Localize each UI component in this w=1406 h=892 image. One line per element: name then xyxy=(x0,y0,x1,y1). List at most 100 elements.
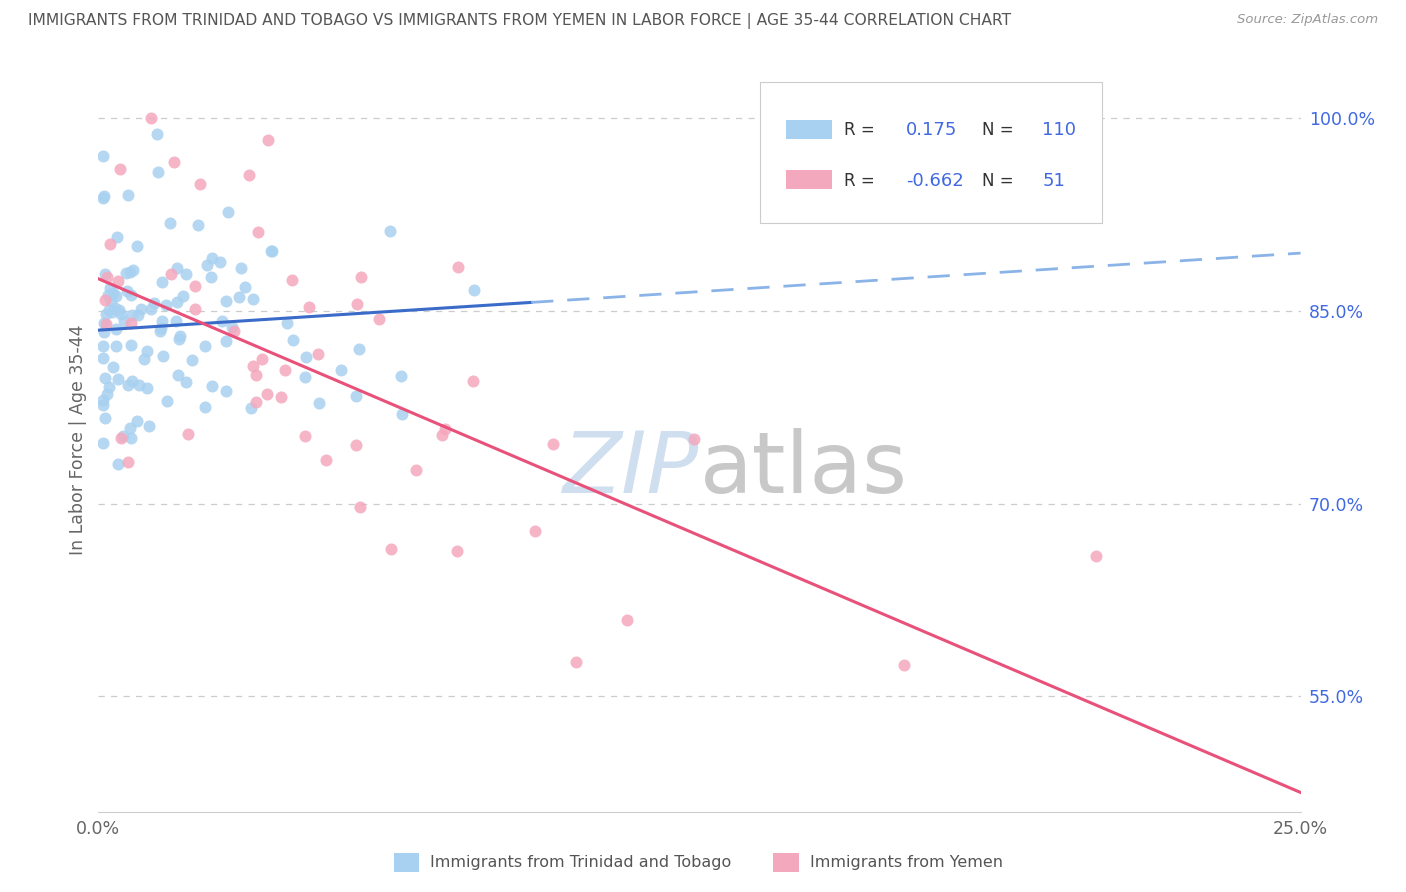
Point xyxy=(346,297,368,311)
Point xyxy=(98,237,121,252)
Text: Source: ZipAtlas.com: Source: ZipAtlas.com xyxy=(1237,13,1378,27)
FancyBboxPatch shape xyxy=(786,120,832,138)
Point xyxy=(245,395,267,409)
Text: -0.662: -0.662 xyxy=(907,172,965,190)
Point xyxy=(94,410,117,425)
Point xyxy=(104,321,127,335)
Point xyxy=(120,316,142,330)
Point xyxy=(125,239,148,253)
Point xyxy=(274,363,297,377)
Point xyxy=(201,378,224,392)
Point xyxy=(91,436,114,450)
Point xyxy=(100,293,122,308)
Point xyxy=(110,307,132,321)
Point xyxy=(136,344,159,359)
Point xyxy=(105,229,128,244)
Point xyxy=(349,500,371,515)
Point xyxy=(134,351,156,366)
Y-axis label: In Labor Force | Age 35-44: In Labor Force | Age 35-44 xyxy=(69,324,87,555)
Point xyxy=(524,524,547,538)
Point xyxy=(139,301,162,316)
Point xyxy=(347,342,370,356)
Point xyxy=(209,255,232,269)
Point xyxy=(308,396,330,410)
Point xyxy=(194,339,217,353)
Point xyxy=(172,288,194,302)
Point xyxy=(91,392,114,407)
Text: 0.175: 0.175 xyxy=(907,121,957,139)
Point xyxy=(463,283,485,297)
Point xyxy=(893,657,915,672)
FancyBboxPatch shape xyxy=(759,82,1102,223)
Point xyxy=(187,218,209,232)
Point xyxy=(211,314,233,328)
Point xyxy=(115,285,138,299)
Point xyxy=(152,349,174,363)
Point xyxy=(315,452,337,467)
Point xyxy=(245,368,267,382)
Point xyxy=(96,386,118,401)
Point xyxy=(107,274,129,288)
Point xyxy=(616,613,638,627)
Point xyxy=(247,225,270,239)
Point xyxy=(117,455,139,469)
Point xyxy=(91,399,114,413)
Point xyxy=(200,269,222,284)
Point xyxy=(217,205,239,219)
Point xyxy=(105,288,128,302)
Point xyxy=(344,438,367,452)
Point xyxy=(121,308,143,322)
Point xyxy=(118,265,141,279)
Point xyxy=(169,332,191,346)
Point xyxy=(160,267,183,281)
Point xyxy=(107,372,129,386)
Point xyxy=(97,288,120,302)
Point xyxy=(101,359,124,374)
Point xyxy=(389,368,412,383)
Point xyxy=(165,314,187,328)
FancyBboxPatch shape xyxy=(786,170,832,189)
Point xyxy=(98,281,121,295)
Point xyxy=(430,428,453,442)
Point xyxy=(242,359,264,374)
Point xyxy=(135,381,157,395)
Point xyxy=(100,304,122,318)
Point xyxy=(98,302,121,317)
Point xyxy=(96,307,118,321)
Point xyxy=(188,177,211,191)
Point xyxy=(307,347,329,361)
Text: N =: N = xyxy=(981,172,1014,190)
Text: R =: R = xyxy=(844,172,875,190)
Point xyxy=(167,368,190,382)
Point xyxy=(121,374,143,388)
Point xyxy=(104,301,127,315)
Point xyxy=(93,316,115,330)
Point xyxy=(104,338,127,352)
Point xyxy=(138,419,160,434)
Point xyxy=(541,437,564,451)
Point xyxy=(233,280,256,294)
Point xyxy=(231,260,253,275)
Point xyxy=(117,188,139,202)
Point xyxy=(149,321,172,335)
Point xyxy=(152,275,174,289)
Point xyxy=(176,426,198,441)
Point xyxy=(96,269,118,284)
Point xyxy=(120,338,142,352)
Point xyxy=(91,338,114,352)
Text: ZIP: ZIP xyxy=(564,427,700,510)
Point xyxy=(281,272,304,286)
Point xyxy=(215,334,238,348)
Text: atlas: atlas xyxy=(700,427,907,510)
Point xyxy=(108,303,131,318)
Point xyxy=(155,298,177,312)
Point xyxy=(112,428,135,442)
Text: Immigrants from Trinidad and Tobago: Immigrants from Trinidad and Tobago xyxy=(430,855,731,870)
Point xyxy=(107,458,129,472)
Text: 51: 51 xyxy=(1042,172,1064,190)
Point xyxy=(150,314,173,328)
Point xyxy=(93,189,115,203)
Point xyxy=(405,463,427,477)
Point xyxy=(295,350,318,364)
Point xyxy=(122,263,145,277)
